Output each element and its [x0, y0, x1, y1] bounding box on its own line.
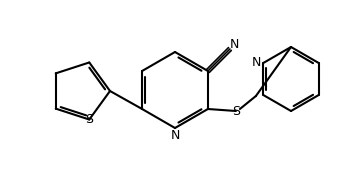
Text: N: N [170, 129, 180, 142]
Text: S: S [232, 104, 240, 117]
Text: S: S [85, 113, 93, 126]
Text: N: N [230, 39, 240, 52]
Text: N: N [252, 57, 261, 70]
